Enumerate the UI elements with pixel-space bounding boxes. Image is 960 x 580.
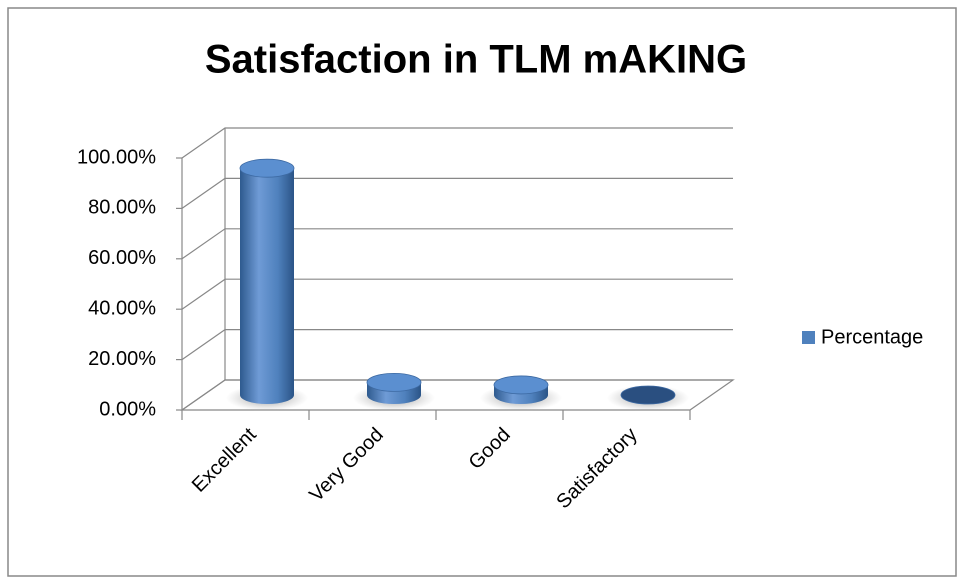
chart-border bbox=[7, 7, 957, 577]
grid-line bbox=[181, 177, 733, 209]
chart-title: Satisfaction in TLM mAKING bbox=[205, 38, 747, 82]
bar-top bbox=[239, 158, 295, 178]
grid-line bbox=[181, 329, 733, 361]
grid-line bbox=[181, 127, 733, 159]
y-tick-label: 60.00% bbox=[88, 247, 156, 269]
y-tick-label: 40.00% bbox=[88, 297, 156, 319]
bar bbox=[240, 168, 294, 404]
grid-line bbox=[181, 379, 733, 411]
y-tick-label: 0.00% bbox=[99, 398, 156, 420]
bar-top bbox=[620, 385, 676, 405]
bar-top bbox=[493, 375, 549, 395]
grid-line bbox=[181, 228, 733, 260]
grid-line bbox=[181, 278, 733, 310]
legend-swatch bbox=[802, 331, 815, 344]
legend-label: Percentage bbox=[821, 326, 923, 348]
bar-top bbox=[366, 372, 422, 392]
y-tick-label: 100.00% bbox=[77, 146, 156, 168]
y-tick-label: 80.00% bbox=[88, 197, 156, 219]
y-tick-label: 20.00% bbox=[88, 348, 156, 370]
